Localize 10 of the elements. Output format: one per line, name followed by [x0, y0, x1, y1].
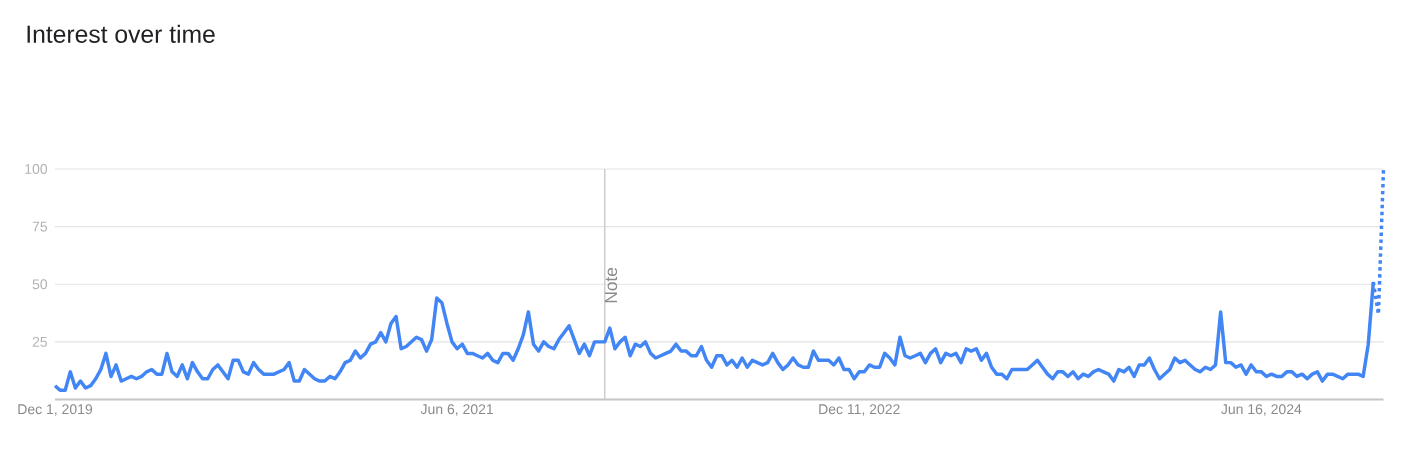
- y-tick-label: 50: [32, 279, 48, 290]
- x-tick-label: Jun 6, 2021: [420, 404, 493, 416]
- y-tick-label: 25: [32, 336, 48, 347]
- chart-title: Interest over time: [27, 24, 215, 43]
- x-tick-label: Dec 11, 2022: [819, 404, 900, 416]
- x-tick-label: Jun 16, 2024: [1221, 404, 1302, 416]
- x-tick-label: Dec 1, 2019: [18, 404, 93, 416]
- y-tick-label: 75: [32, 221, 48, 232]
- y-tick-label: 100: [25, 164, 48, 174]
- ref-line-label: Note: [605, 267, 618, 303]
